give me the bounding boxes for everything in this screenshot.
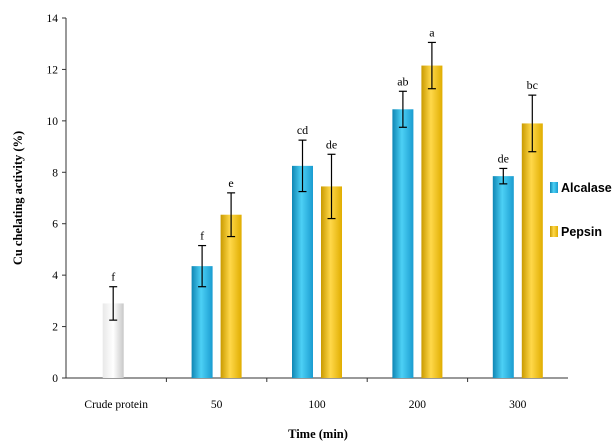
sig-letter-alcalase-0: f xyxy=(111,270,115,284)
y-tick-label-4: 4 xyxy=(52,270,58,282)
sig-letter-alcalase-3: ab xyxy=(397,74,408,88)
y-tick-label-0: 0 xyxy=(52,373,58,385)
sig-letter-alcalase-4: de xyxy=(498,151,509,165)
sig-letter-alcalase-2: cd xyxy=(297,123,308,137)
y-tick-label-14: 14 xyxy=(47,13,59,25)
y-tick-label-2: 2 xyxy=(52,322,58,334)
bar-pepsin-3 xyxy=(421,65,443,379)
x-axis-title: Time (min) xyxy=(288,427,348,441)
bar-alcalase-1 xyxy=(191,266,213,378)
legend-label-alcalase: Alcalase xyxy=(561,181,612,195)
sig-letter-pepsin-1: e xyxy=(228,176,233,190)
significance-letters: f f e cd de ab a de bc xyxy=(111,25,538,283)
x-tick-label-2: 100 xyxy=(308,399,326,411)
x-tick-label-0: Crude protein xyxy=(84,399,148,411)
sig-letter-alcalase-1: f xyxy=(200,229,204,243)
bar-alcalase-3 xyxy=(392,109,414,379)
y-tick-label-6: 6 xyxy=(52,219,58,231)
bar-alcalase-2 xyxy=(292,165,313,378)
x-tick-label-4: 300 xyxy=(509,399,527,411)
bar-pepsin-1 xyxy=(220,214,242,378)
legend-label-pepsin: Pepsin xyxy=(561,225,602,239)
legend-swatch-pepsin xyxy=(550,226,558,237)
sig-letter-pepsin-4: bc xyxy=(527,78,538,92)
axes xyxy=(65,18,568,379)
bars xyxy=(102,65,543,379)
bar-alcalase-4 xyxy=(492,176,514,378)
y-tick-label-8: 8 xyxy=(52,167,58,179)
x-ticks: Crude protein 50 100 200 300 xyxy=(84,378,527,411)
sig-letter-pepsin-2: de xyxy=(326,137,337,151)
bar-alcalase-0 xyxy=(102,303,124,378)
bar-pepsin-4 xyxy=(521,123,543,378)
legend: Alcalase Pepsin xyxy=(550,181,612,239)
y-tick-label-10: 10 xyxy=(47,116,59,128)
y-axis-title: Cu chelating activity (%) xyxy=(11,131,25,265)
y-ticks: 0 2 4 6 8 10 12 14 xyxy=(47,13,66,385)
x-tick-label-1: 50 xyxy=(211,399,223,411)
y-tick-label-12: 12 xyxy=(47,64,59,76)
error-bars xyxy=(109,41,537,321)
sig-letter-pepsin-3: a xyxy=(429,25,435,39)
bar-pepsin-2 xyxy=(321,186,342,378)
legend-swatch-alcalase xyxy=(550,182,558,193)
x-tick-label-3: 200 xyxy=(409,399,427,411)
